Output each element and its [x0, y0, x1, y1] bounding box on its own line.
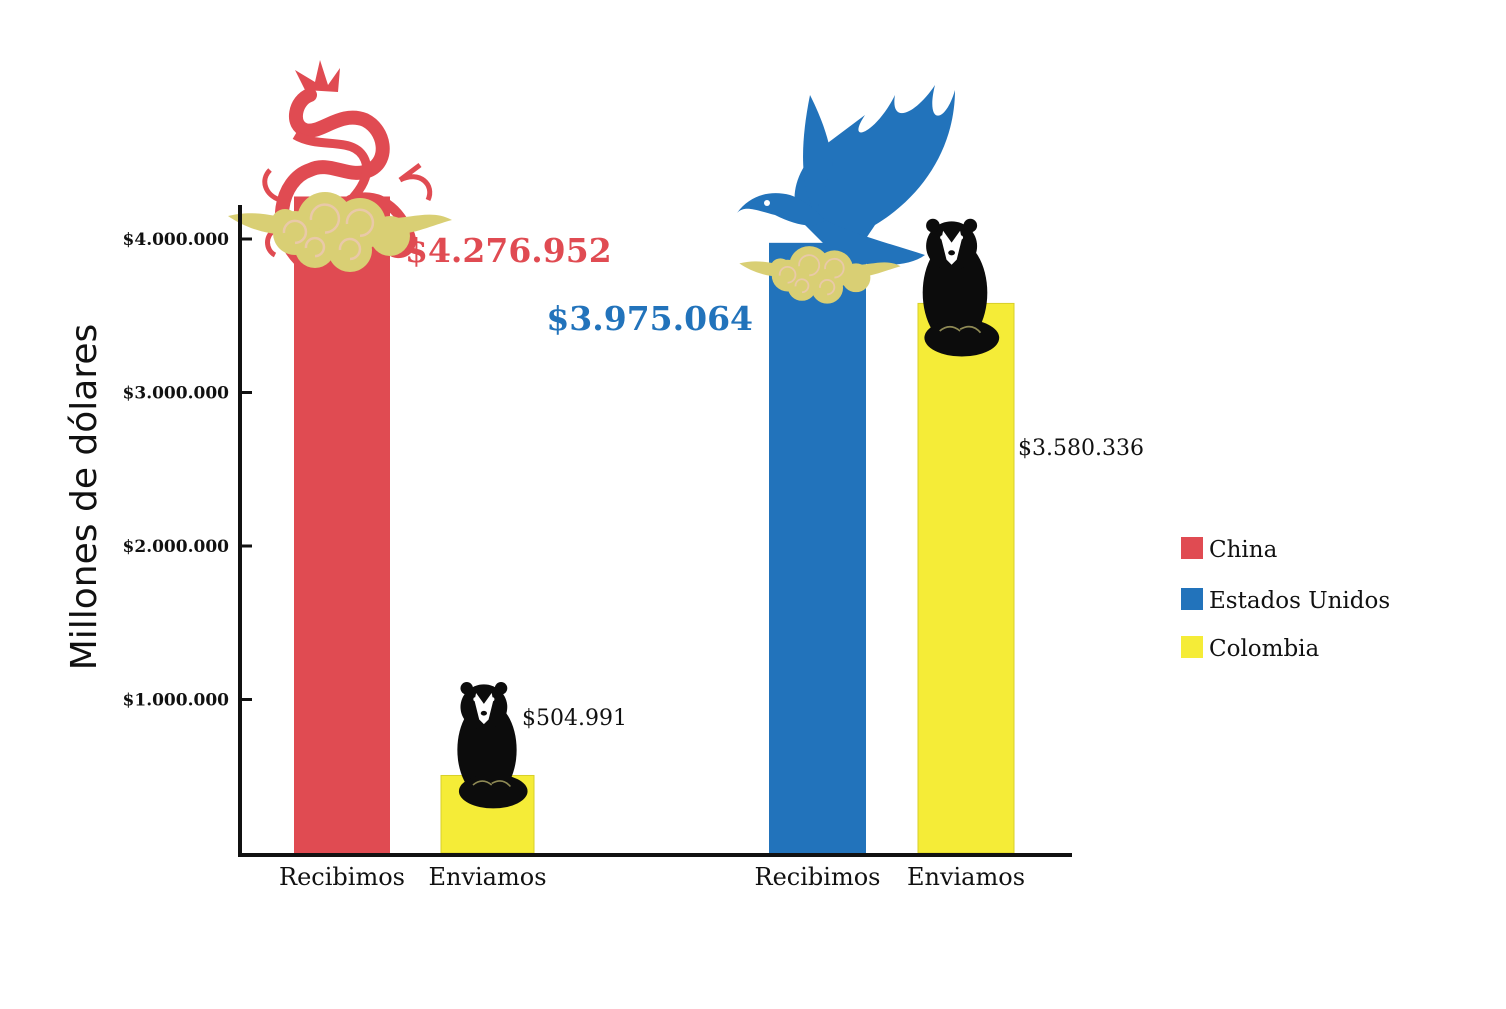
cloud-icon — [228, 192, 452, 272]
legend-label: Colombia — [1209, 636, 1320, 662]
value-labels: $4.276.952 $504.991 $3.975.064 $3.580.336 — [405, 231, 1144, 731]
bar-colombia-enviamos — [917, 302, 1015, 854]
bar-estados-unidos-recibimos — [769, 242, 866, 853]
bear-icon — [922, 218, 1000, 357]
y-axis-label: Millones de dólares — [64, 324, 105, 671]
y-tick-label: $3.000.000 — [123, 384, 230, 404]
category-label: Enviamos — [428, 863, 546, 891]
value-label: $504.991 — [522, 706, 627, 731]
y-tick-label: $4.000.000 — [123, 230, 230, 250]
legend-swatch — [1181, 636, 1203, 658]
legend-swatch — [1181, 537, 1203, 559]
y-axis-ticks: $1.000.000 $2.000.000 $3.000.000 $4.000.000 — [123, 230, 252, 711]
category-label: Enviamos — [907, 863, 1025, 891]
legend-swatch — [1181, 588, 1203, 610]
value-label: $3.580.336 — [1018, 436, 1144, 461]
category-label: Recibimos — [279, 863, 405, 891]
bear-icon — [457, 682, 528, 809]
legend-label: China — [1209, 537, 1278, 563]
legend: China Estados Unidos Colombia — [1181, 537, 1390, 662]
bars — [294, 196, 1015, 854]
value-label: $4.276.952 — [405, 231, 612, 270]
legend-label: Estados Unidos — [1209, 588, 1390, 614]
value-label: $3.975.064 — [546, 299, 753, 338]
eagle-icon — [737, 85, 955, 265]
cloud-icon — [739, 246, 901, 304]
category-labels: Recibimos Enviamos Recibimos Enviamos — [279, 863, 1025, 891]
bar-china-recibimos — [294, 196, 390, 854]
illustrations — [228, 60, 1000, 809]
y-tick-label: $2.000.000 — [123, 537, 230, 557]
y-tick-label: $1.000.000 — [123, 691, 230, 711]
category-label: Recibimos — [755, 863, 881, 891]
